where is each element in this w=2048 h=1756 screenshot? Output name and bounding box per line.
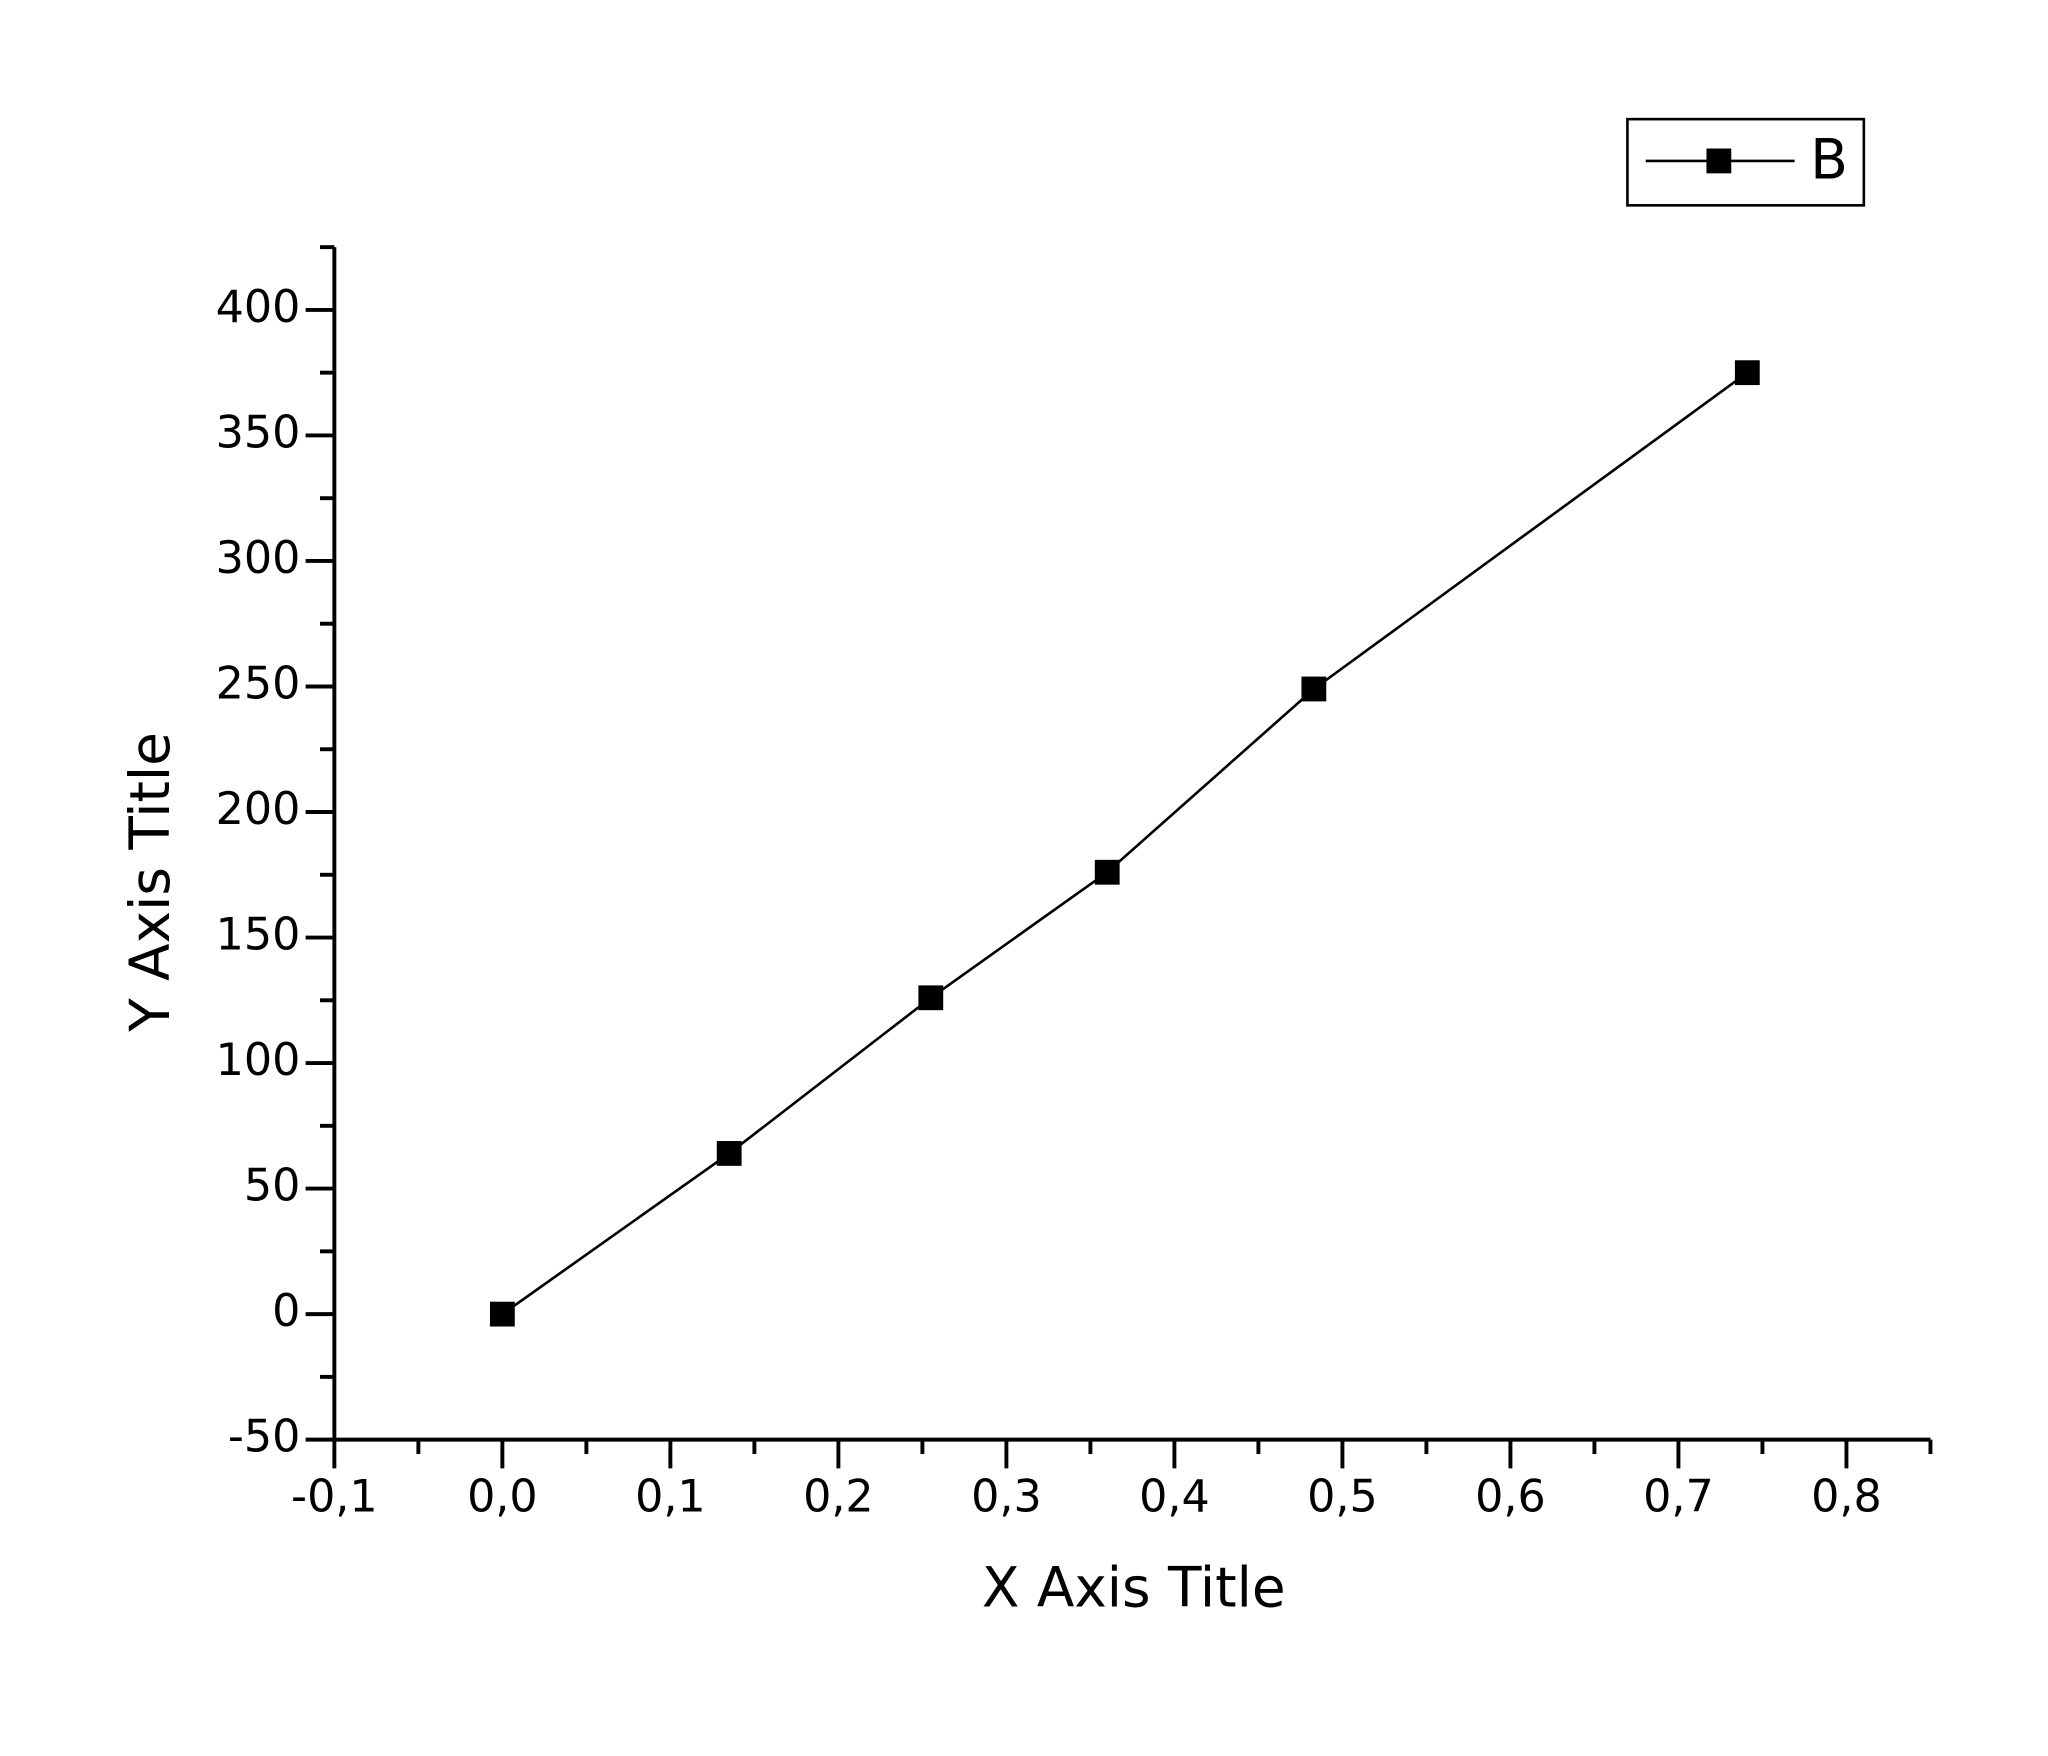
y-tick-label: 0	[272, 1286, 300, 1337]
x-tick-label: -0,1	[291, 1472, 378, 1523]
y-tick-label: 200	[216, 784, 301, 835]
y-tick-label: 300	[216, 533, 301, 584]
y-tick-label: 400	[216, 282, 301, 333]
x-tick-label: 0,8	[1811, 1472, 1882, 1523]
x-tick-label: 0,2	[803, 1472, 874, 1523]
legend-marker	[1706, 148, 1732, 174]
x-tick-label: 0,6	[1475, 1472, 1546, 1523]
data-point	[1094, 859, 1120, 885]
y-tick-label: 350	[216, 407, 301, 458]
x-tick-label: 0,4	[1139, 1472, 1210, 1523]
x-tick-label: 0,1	[635, 1472, 706, 1523]
legend-label: B	[1810, 128, 1848, 192]
data-point	[1301, 676, 1327, 702]
x-axis-title: X Axis Title	[982, 1555, 1286, 1619]
y-tick-label: 50	[244, 1161, 301, 1212]
data-point	[918, 985, 944, 1011]
x-tick-label: 0,5	[1307, 1472, 1378, 1523]
y-tick-label: 100	[216, 1035, 301, 1086]
y-tick-label: -50	[228, 1412, 301, 1463]
y-axis-title: Y Axis Title	[118, 732, 182, 1033]
x-tick-label: 0,7	[1643, 1472, 1714, 1523]
data-point	[716, 1141, 742, 1166]
data-point	[1734, 360, 1760, 386]
x-tick-label: 0,0	[467, 1472, 538, 1523]
series-line	[501, 371, 1749, 1316]
legend-box	[1626, 117, 1866, 207]
y-tick-label: 150	[216, 910, 301, 961]
x-tick-label: 0,3	[971, 1472, 1042, 1523]
y-tick-label: 250	[216, 658, 301, 709]
data-point	[489, 1301, 515, 1327]
